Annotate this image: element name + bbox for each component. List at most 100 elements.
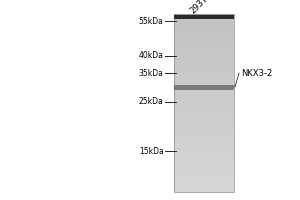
Bar	[174, 116, 234, 117]
Bar	[174, 186, 234, 187]
Bar	[174, 112, 234, 114]
Bar	[174, 85, 234, 86]
Bar	[174, 104, 234, 105]
Bar	[174, 88, 234, 89]
Bar	[174, 35, 234, 37]
Bar	[174, 21, 234, 22]
Bar	[174, 143, 234, 145]
Text: NKX3-2: NKX3-2	[242, 68, 273, 77]
Bar	[174, 16, 234, 18]
Bar	[174, 22, 234, 23]
Bar	[174, 161, 234, 162]
Bar	[174, 14, 234, 15]
Bar	[174, 165, 234, 166]
Bar	[174, 102, 234, 103]
Bar	[174, 110, 234, 111]
Bar	[174, 29, 234, 31]
Bar	[174, 178, 234, 179]
Bar	[174, 37, 234, 38]
Bar	[174, 158, 234, 159]
Bar	[174, 191, 234, 192]
Bar	[174, 98, 234, 99]
Bar	[174, 39, 234, 40]
Text: 40kDa: 40kDa	[139, 51, 164, 60]
Bar	[174, 15, 234, 19]
Bar	[174, 160, 234, 161]
Bar	[174, 155, 234, 156]
Bar	[174, 136, 234, 137]
Bar	[174, 70, 234, 71]
Bar	[174, 76, 234, 77]
Bar	[174, 45, 234, 46]
Bar	[174, 183, 234, 184]
Bar	[174, 152, 234, 153]
Bar	[174, 188, 234, 190]
Bar	[174, 78, 234, 79]
Bar	[174, 83, 234, 84]
Bar	[174, 73, 234, 75]
Bar	[174, 109, 234, 110]
Bar	[174, 169, 234, 171]
Bar	[174, 185, 234, 186]
Bar	[174, 166, 234, 167]
Bar	[174, 56, 234, 57]
Bar	[174, 126, 234, 127]
Bar	[174, 79, 234, 80]
Bar	[174, 137, 234, 139]
Bar	[174, 34, 234, 35]
Bar	[174, 44, 234, 45]
Bar	[174, 162, 234, 164]
Bar	[174, 94, 234, 95]
Bar	[174, 71, 234, 72]
Bar	[174, 66, 234, 67]
Bar	[174, 101, 234, 102]
Bar	[174, 142, 234, 143]
Bar	[174, 184, 234, 185]
Bar	[174, 86, 234, 88]
Bar	[174, 107, 234, 108]
Bar	[174, 177, 234, 178]
Bar	[174, 57, 234, 58]
Text: 15kDa: 15kDa	[139, 146, 164, 156]
Text: 35kDa: 35kDa	[139, 68, 164, 77]
Bar	[174, 164, 234, 165]
Bar	[174, 38, 234, 39]
Bar	[174, 140, 234, 141]
Bar	[174, 47, 234, 48]
Bar	[174, 95, 234, 96]
Bar	[174, 26, 234, 27]
Bar	[174, 153, 234, 154]
Bar	[174, 173, 234, 174]
Bar	[174, 67, 234, 69]
Bar	[174, 156, 234, 158]
Bar	[174, 141, 234, 142]
Bar	[174, 96, 234, 97]
Bar	[174, 20, 234, 21]
Bar	[174, 33, 234, 34]
Bar	[174, 18, 234, 19]
Bar	[174, 27, 234, 28]
Bar	[174, 90, 234, 91]
Bar	[174, 46, 234, 47]
Bar	[174, 117, 234, 118]
Bar	[174, 72, 234, 73]
Bar	[174, 31, 234, 32]
Bar	[174, 118, 234, 120]
Bar	[174, 84, 234, 85]
Bar	[174, 65, 234, 66]
Bar	[174, 133, 234, 134]
Bar	[174, 50, 234, 51]
Bar	[174, 146, 234, 147]
Bar	[174, 42, 234, 44]
Bar	[174, 91, 234, 92]
Bar	[174, 105, 234, 107]
Bar	[174, 14, 234, 192]
Bar	[174, 64, 234, 65]
Bar	[174, 103, 234, 104]
Text: 25kDa: 25kDa	[139, 98, 164, 106]
Bar	[174, 19, 234, 20]
Bar	[174, 52, 234, 53]
Bar	[174, 40, 234, 41]
Bar	[174, 48, 234, 50]
Bar	[174, 139, 234, 140]
